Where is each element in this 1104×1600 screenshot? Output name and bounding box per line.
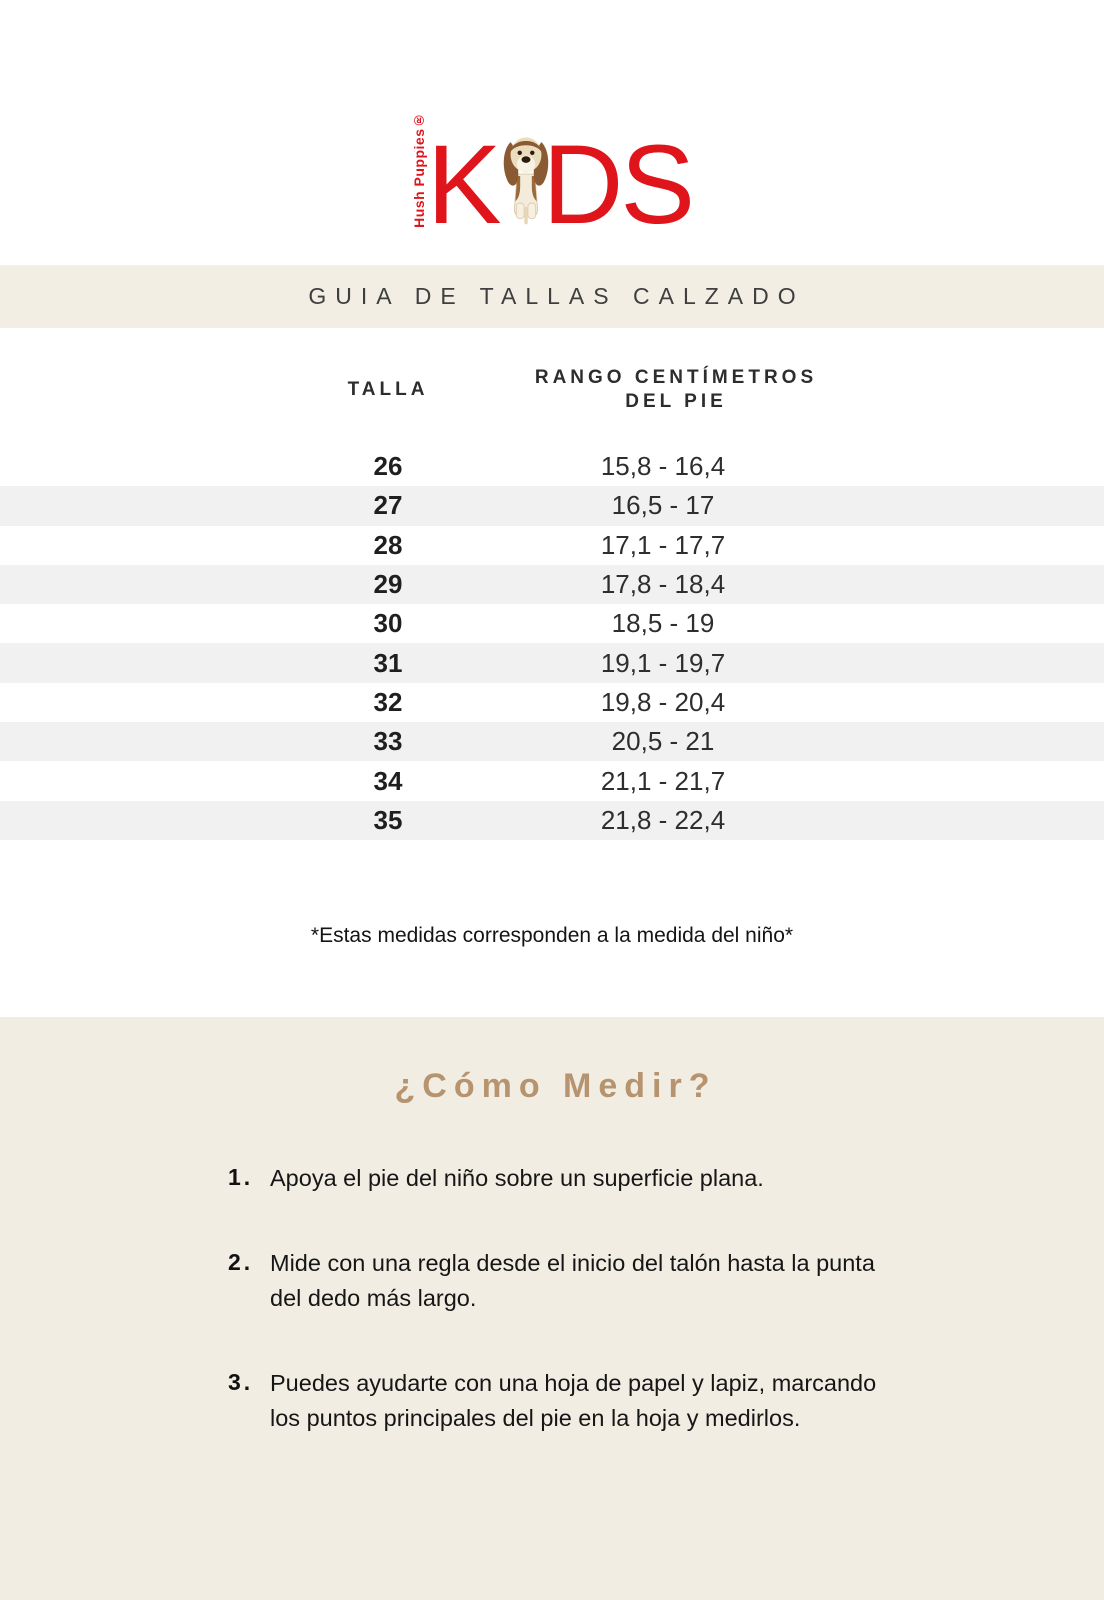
rango-value: 16,5 - 17 [611, 490, 715, 521]
footnote: *Estas medidas corresponden a la medida … [310, 924, 794, 947]
table-row: 31 19,1 - 19,7 [0, 643, 1104, 683]
column-header-rango: RANGO CENTÍMETROS DEL PIE [498, 366, 854, 414]
basset-hound-dog-icon [497, 124, 555, 228]
table-row: 26 15,8 - 16,4 [0, 447, 1104, 486]
table-row: 34 21,1 - 21,7 [0, 761, 1104, 800]
steps-list: 1. Apoya el pie del niño sobre un superf… [0, 1161, 1104, 1436]
rango-value: 15,8 - 16,4 [600, 451, 726, 482]
table-header: TALLA RANGO CENTÍMETROS DEL PIE [0, 366, 1104, 414]
table-row: 27 16,5 - 17 [0, 486, 1104, 526]
step-1: 1. Apoya el pie del niño sobre un superf… [0, 1161, 1104, 1196]
table-row: 29 17,8 - 18,4 [0, 564, 1104, 605]
talla-value: 29 [373, 569, 403, 600]
rango-value: 17,8 - 18,4 [600, 569, 726, 600]
talla-value: 30 [373, 608, 403, 639]
table-row: 32 19,8 - 20,4 [0, 683, 1104, 722]
step-text: Apoya el pie del niño sobre un superfici… [270, 1165, 764, 1191]
rango-value: 20,5 - 21 [611, 726, 715, 757]
talla-value: 27 [373, 490, 403, 521]
rango-value: 21,1 - 21,7 [600, 765, 726, 796]
rango-value: 21,8 - 22,4 [600, 804, 726, 835]
talla-value: 32 [373, 686, 403, 717]
step-number: 1. [228, 1164, 254, 1190]
step-text: Puedes ayudarte con una hoja de papel y … [270, 1370, 877, 1431]
table-row: 30 18,5 - 19 [0, 604, 1104, 643]
talla-value: 28 [373, 529, 403, 560]
talla-value: 34 [373, 765, 403, 796]
table-row: 33 20,5 - 21 [0, 722, 1104, 762]
how-to-measure-title: ¿Cómo Medir? [394, 1067, 717, 1105]
rango-value: 18,5 - 19 [611, 608, 715, 639]
how-to-measure-section: ¿Cómo Medir? 1. Apoya el pie del niño so… [0, 1017, 1104, 1600]
column-header-rango-line1: RANGO CENTÍMETROS [534, 367, 818, 388]
title-band: GUIA DE TALLAS CALZADO [0, 265, 1104, 328]
talla-value: 33 [373, 726, 403, 757]
talla-value: 26 [373, 451, 403, 482]
step-2: 2. Mide con una regla desde el inicio de… [0, 1246, 1104, 1316]
step-number: 3. [228, 1369, 254, 1395]
logo-letters-ds: DS [542, 121, 696, 247]
brand-name-vertical: Hush Puppies® [410, 112, 427, 228]
talla-value: 35 [373, 804, 403, 835]
step-number: 2. [228, 1249, 254, 1275]
page-title: GUIA DE TALLAS CALZADO [308, 283, 805, 309]
size-table: 26 15,8 - 16,4 27 16,5 - 17 28 17,1 - 17,7 29 1… [0, 447, 1104, 840]
step-3: 3. Puedes ayudarte con una hoja de papel… [0, 1366, 1104, 1436]
table-row: 35 21,8 - 22,4 [0, 800, 1104, 840]
rango-value: 19,1 - 19,7 [600, 647, 726, 678]
column-header-talla: TALLA [347, 379, 429, 400]
logo-letter-k: K [426, 121, 502, 247]
column-header-rango-line2: DEL PIE [625, 391, 727, 412]
talla-value: 31 [373, 647, 403, 678]
brand-logo: Hush Puppies® K [0, 112, 1104, 247]
rango-value: 17,1 - 17,7 [600, 529, 726, 560]
table-row: 28 17,1 - 17,7 [0, 526, 1104, 565]
rango-value: 19,8 - 20,4 [600, 686, 726, 717]
step-text: Mide con una regla desde el inicio del t… [270, 1250, 875, 1311]
